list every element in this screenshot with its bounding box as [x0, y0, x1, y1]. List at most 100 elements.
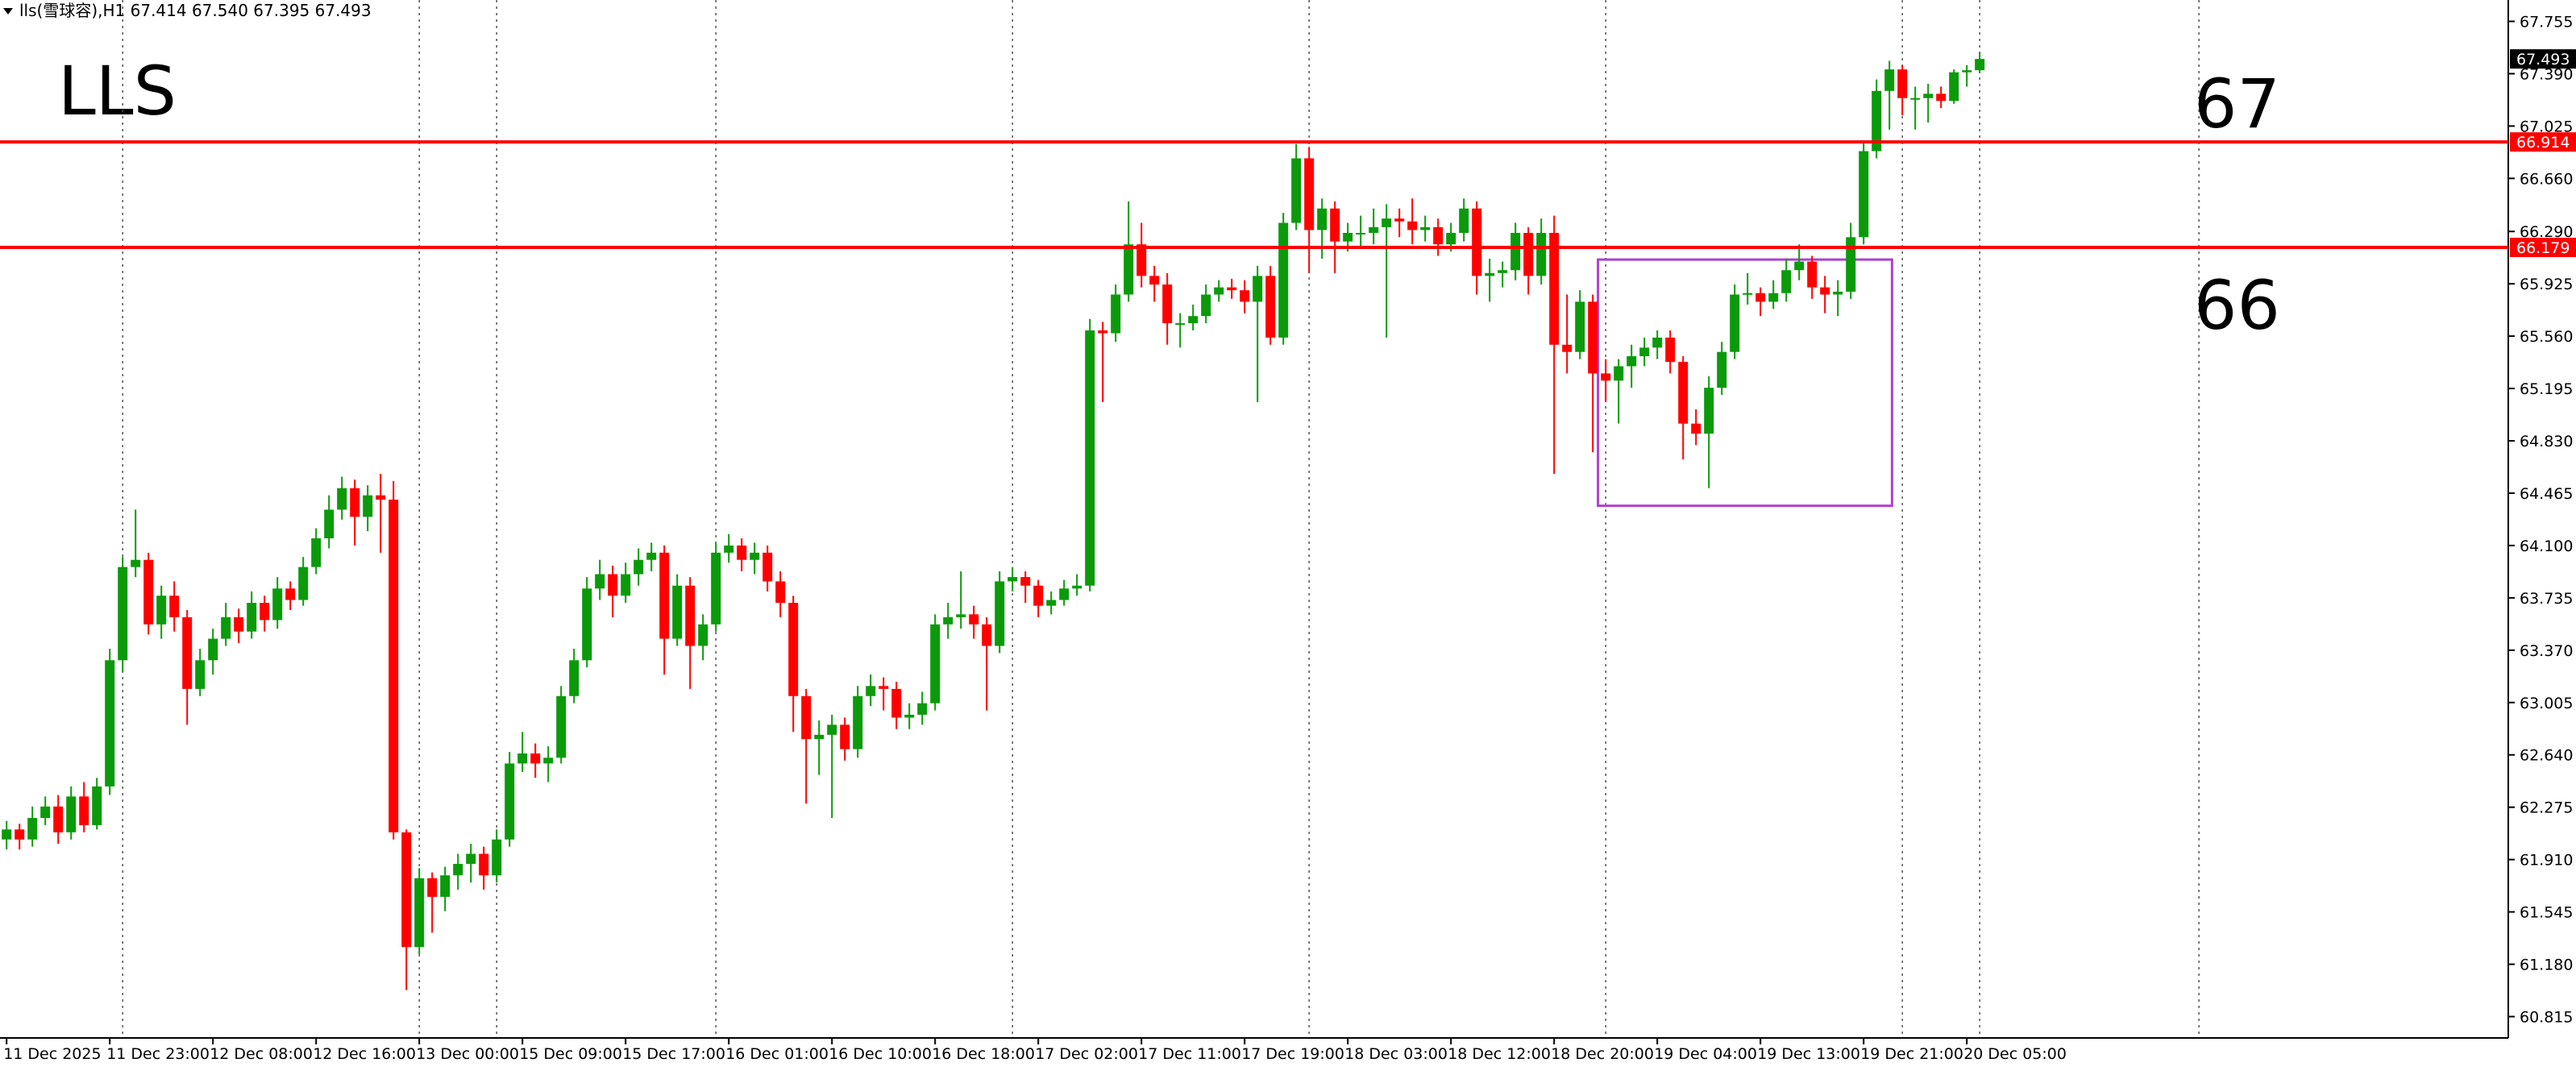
x-tick-label: 17 Dec 02:00 — [1035, 1045, 1138, 1063]
y-tick-label: 62.275 — [2520, 799, 2573, 817]
candle-body — [1085, 330, 1095, 586]
candle-body — [1936, 93, 1947, 102]
y-tick-label: 63.370 — [2520, 642, 2573, 660]
x-tick-label: 19 Dec 04:00 — [1654, 1045, 1757, 1063]
candle-body — [801, 695, 812, 740]
level-label-bg — [2510, 237, 2576, 257]
y-tick-label: 67.025 — [2520, 118, 2573, 135]
candle-body — [762, 552, 773, 582]
candle-body — [1743, 293, 1753, 295]
candle-body — [1833, 291, 1843, 295]
last-price-bg — [2510, 49, 2576, 69]
candle-body — [1717, 351, 1727, 388]
range-box — [1597, 258, 1893, 508]
annotation: 66 — [2194, 266, 2280, 345]
candle-body — [1665, 337, 1676, 363]
candle-body — [1652, 337, 1663, 348]
candle-body — [750, 552, 760, 560]
candle-body — [982, 624, 992, 646]
candle-body — [453, 863, 463, 876]
header: lls(雪球容),H1 67.414 67.540 67.395 67.493 — [19, 1, 372, 20]
y-tick-label: 62.640 — [2520, 747, 2573, 765]
candle-body — [517, 753, 528, 764]
candle-body — [1420, 226, 1431, 230]
candle-body — [1884, 69, 1895, 91]
candle-body — [1872, 90, 1882, 152]
candle-body — [930, 624, 941, 704]
candle-body — [917, 703, 928, 715]
x-tick-label: 17 Dec 19:00 — [1241, 1045, 1344, 1063]
candle-body — [1188, 316, 1199, 324]
candle-body — [1962, 70, 1972, 73]
candle-body — [285, 588, 296, 600]
candle-body — [1433, 226, 1444, 245]
candle-body — [492, 839, 502, 876]
candle-body — [1691, 423, 1701, 434]
x-tick-label: 11 Dec 2025 — [3, 1045, 101, 1063]
y-tick-label: 63.735 — [2520, 590, 2573, 608]
candle-body — [1627, 356, 1637, 367]
candle-body — [1459, 208, 1469, 233]
candle-body — [1923, 93, 1934, 98]
candle-body — [1472, 208, 1482, 276]
candle-body — [1794, 261, 1805, 271]
candle-body — [1510, 232, 1521, 271]
candle-body — [1394, 218, 1405, 222]
candle-body — [414, 878, 425, 948]
candle-body — [1730, 294, 1740, 352]
candle-body — [272, 588, 283, 621]
candle-body — [1369, 226, 1379, 233]
candle-body — [1136, 244, 1147, 276]
candle-body — [1214, 287, 1224, 295]
candle-body — [685, 585, 696, 646]
candle-body — [1949, 72, 1959, 102]
candle-body — [1704, 388, 1714, 434]
candle-body — [234, 616, 244, 632]
candle-body — [505, 763, 515, 840]
candle-body — [1046, 600, 1057, 606]
candle-body — [1498, 270, 1508, 273]
level-label: 66.914 — [2516, 134, 2570, 152]
candle-body — [788, 603, 799, 696]
candle-body — [621, 574, 631, 596]
x-tick-label: 20 Dec 05:00 — [1963, 1045, 2067, 1063]
candle-body — [711, 552, 721, 625]
candle-body — [324, 509, 334, 539]
candle-body — [1330, 208, 1340, 242]
candle-body — [1485, 272, 1495, 276]
y-tick-label: 64.830 — [2520, 433, 2573, 450]
candle-body — [814, 734, 825, 740]
candle-body — [866, 686, 876, 696]
candle-body — [1227, 287, 1237, 291]
candle-body — [118, 567, 128, 661]
x-tick-label: 18 Dec 20:00 — [1551, 1045, 1654, 1063]
candle-body — [260, 603, 270, 621]
candle-body — [1755, 293, 1766, 302]
candle-body — [1059, 588, 1070, 600]
candle-body — [840, 724, 850, 749]
x-tick-label: 16 Dec 01:00 — [725, 1045, 829, 1063]
x-tick-label: 11 Dec 23:00 — [106, 1045, 210, 1063]
chart-title: LLS — [58, 52, 177, 131]
candle-body — [646, 552, 657, 560]
candle-body — [195, 660, 206, 689]
candle-body — [1446, 232, 1456, 245]
x-tick-label: 19 Dec 13:00 — [1757, 1045, 1860, 1063]
candle-body — [131, 559, 141, 567]
candle-body — [1407, 221, 1418, 230]
candle-body — [1897, 69, 1908, 98]
candle-body — [1588, 301, 1598, 374]
candle-body — [556, 695, 567, 758]
y-tick-label: 60.815 — [2520, 1008, 2573, 1026]
candle-body — [440, 875, 451, 897]
candle-body — [1265, 276, 1276, 338]
candle-body — [969, 614, 979, 625]
candle-body — [337, 488, 347, 510]
candle-body — [1768, 293, 1779, 302]
candle-body — [543, 758, 554, 764]
annotation: 67 — [2194, 64, 2280, 143]
y-tick-label: 66.290 — [2520, 223, 2573, 241]
x-tick-label: 12 Dec 16:00 — [313, 1045, 416, 1063]
